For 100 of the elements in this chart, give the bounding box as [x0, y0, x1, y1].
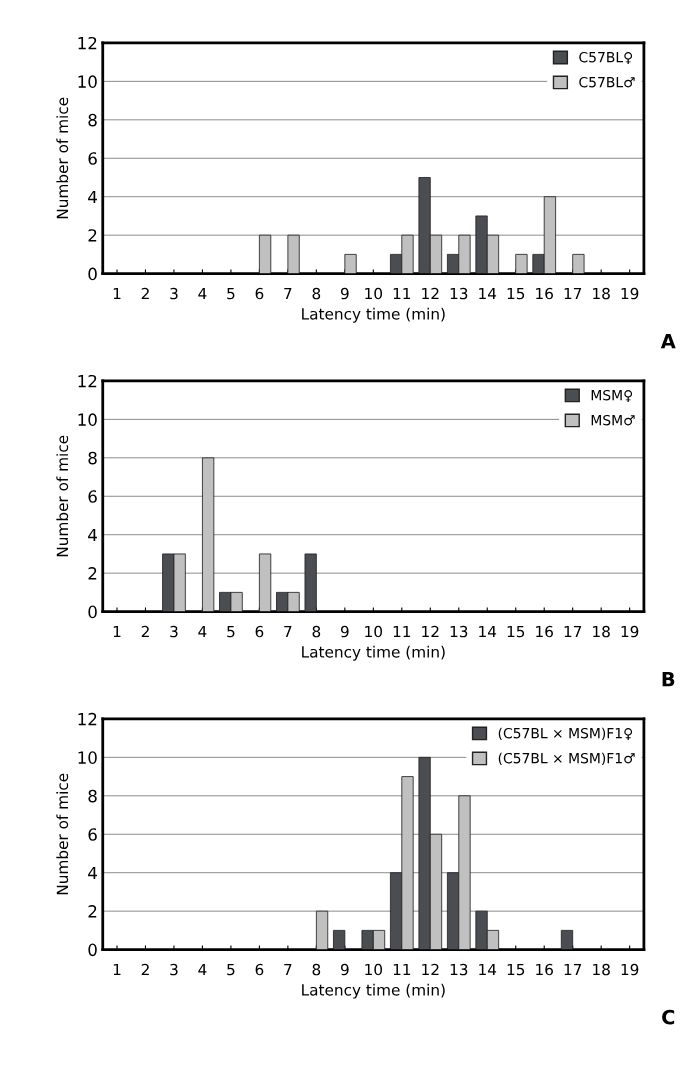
bar — [315, 910, 329, 950]
x-tick-label: 8 — [312, 625, 321, 638]
y-tick-label: 4 — [88, 866, 97, 880]
x-tick-label: 19 — [621, 287, 639, 300]
x-tick-label: 1 — [113, 625, 121, 638]
legend-label: MSM♀ — [591, 389, 633, 402]
x-tick-label: 2 — [141, 963, 149, 976]
y-tick-label: 2 — [88, 229, 97, 242]
x-tick-label: 5 — [227, 963, 235, 976]
y-axis-title: Number of mice — [56, 773, 69, 895]
x-tick-label: 18 — [593, 963, 610, 976]
x-tick-label: 18 — [593, 287, 610, 300]
x-tick-label: 2 — [141, 287, 149, 300]
x-tick-label: 1 — [113, 287, 121, 300]
y-tick-label: 6 — [88, 828, 97, 841]
x-tick-label: 19 — [621, 963, 639, 976]
x-axis-title: Latency time (min) — [302, 645, 445, 661]
bar — [333, 929, 346, 950]
x-tick-label: 15 — [507, 963, 525, 976]
y-tick-label: 0 — [88, 943, 97, 957]
x-tick-label: 17 — [564, 625, 582, 638]
x-tick-label: 10 — [365, 625, 383, 638]
x-tick-label: 3 — [170, 287, 178, 300]
bar — [258, 234, 272, 274]
x-tick-label: 6 — [255, 963, 264, 976]
y-tick-label: 12 — [78, 36, 97, 50]
text: B — [662, 672, 675, 687]
legend-label: (C57BL × MSM)F1♀ — [498, 727, 633, 741]
x-tick-label: 14 — [479, 963, 497, 976]
y-tick-label: 2 — [88, 905, 97, 918]
legend-label: MSM♂ — [591, 414, 635, 426]
x-tick-label: 6 — [255, 287, 264, 300]
x-tick-label: 13 — [450, 287, 468, 300]
y-tick-label: 12 — [78, 712, 97, 726]
x-tick-label: 14 — [479, 287, 497, 300]
x-tick-label: 1 — [113, 963, 121, 976]
x-tick-label: 16 — [536, 625, 553, 638]
x-tick-label: 13 — [450, 625, 468, 638]
y-tick-label: 10 — [78, 413, 97, 426]
x-tick-label: 4 — [198, 963, 207, 976]
x-tick-label: 14 — [479, 625, 497, 638]
x-tick-label: 10 — [365, 963, 383, 976]
x-tick-label: 16 — [536, 963, 553, 976]
x-tick-label: 12 — [422, 963, 439, 976]
text: C — [662, 1009, 675, 1025]
bar — [304, 553, 317, 612]
x-tick-label: 11 — [393, 963, 411, 976]
text: A — [660, 334, 676, 349]
y-tick-label: 8 — [88, 113, 97, 127]
y-tick-label: 12 — [78, 374, 97, 388]
y-tick-label: 6 — [88, 490, 97, 503]
x-tick-label: 15 — [507, 625, 525, 638]
x-tick-label: 8 — [312, 287, 321, 300]
x-tick-label: 5 — [227, 287, 235, 300]
x-tick-label: 12 — [422, 625, 439, 638]
x-tick-label: 5 — [227, 625, 235, 638]
x-tick-label: 11 — [393, 287, 411, 300]
x-tick-label: 9 — [340, 963, 349, 976]
bar — [515, 253, 528, 274]
legend-label: (C57BL × MSM)F1♂ — [498, 752, 635, 766]
y-tick-label: 6 — [88, 152, 97, 165]
x-tick-label: 6 — [255, 625, 264, 638]
bar — [344, 253, 357, 274]
x-tick-label: 3 — [170, 625, 178, 638]
legend-label: C57BL♂ — [579, 76, 635, 88]
x-tick-label: 19 — [621, 625, 639, 638]
x-tick-label: 8 — [312, 963, 321, 976]
y-axis-title: Number of mice — [56, 97, 69, 219]
x-tick-label: 7 — [284, 625, 292, 638]
legend-label: C57BL♀ — [579, 51, 633, 64]
y-tick-label: 10 — [78, 751, 97, 764]
x-tick-label: 3 — [170, 963, 178, 976]
x-tick-label: 11 — [393, 625, 411, 638]
x-tick-label: 7 — [284, 287, 292, 300]
bar — [287, 234, 300, 274]
x-tick-label: 4 — [198, 625, 207, 638]
bar — [560, 929, 574, 950]
x-tick-label: 13 — [450, 963, 468, 976]
x-tick-label: 17 — [564, 963, 582, 976]
bar — [202, 457, 215, 612]
y-tick-label: 10 — [78, 75, 97, 88]
x-tick-label: 4 — [198, 287, 207, 300]
x-tick-label: 15 — [507, 287, 525, 300]
x-tick-label: 17 — [564, 287, 582, 300]
y-axis-title: Number of mice — [56, 435, 69, 557]
x-axis-title: Latency time (min) — [302, 983, 445, 999]
x-tick-label: 16 — [536, 287, 553, 300]
y-tick-label: 4 — [88, 190, 97, 204]
bar — [572, 253, 585, 274]
y-tick-label: 0 — [88, 605, 97, 619]
y-tick-label: 2 — [88, 567, 97, 580]
x-tick-label: 12 — [422, 287, 439, 300]
bar — [258, 553, 272, 612]
x-tick-label: 7 — [284, 963, 292, 976]
x-tick-label: 10 — [365, 287, 383, 300]
x-axis-title: Latency time (min) — [302, 307, 445, 323]
x-tick-label: 9 — [340, 287, 349, 300]
y-tick-label: 8 — [88, 451, 97, 465]
y-tick-label: 4 — [88, 528, 97, 542]
y-tick-label: 8 — [88, 789, 97, 803]
